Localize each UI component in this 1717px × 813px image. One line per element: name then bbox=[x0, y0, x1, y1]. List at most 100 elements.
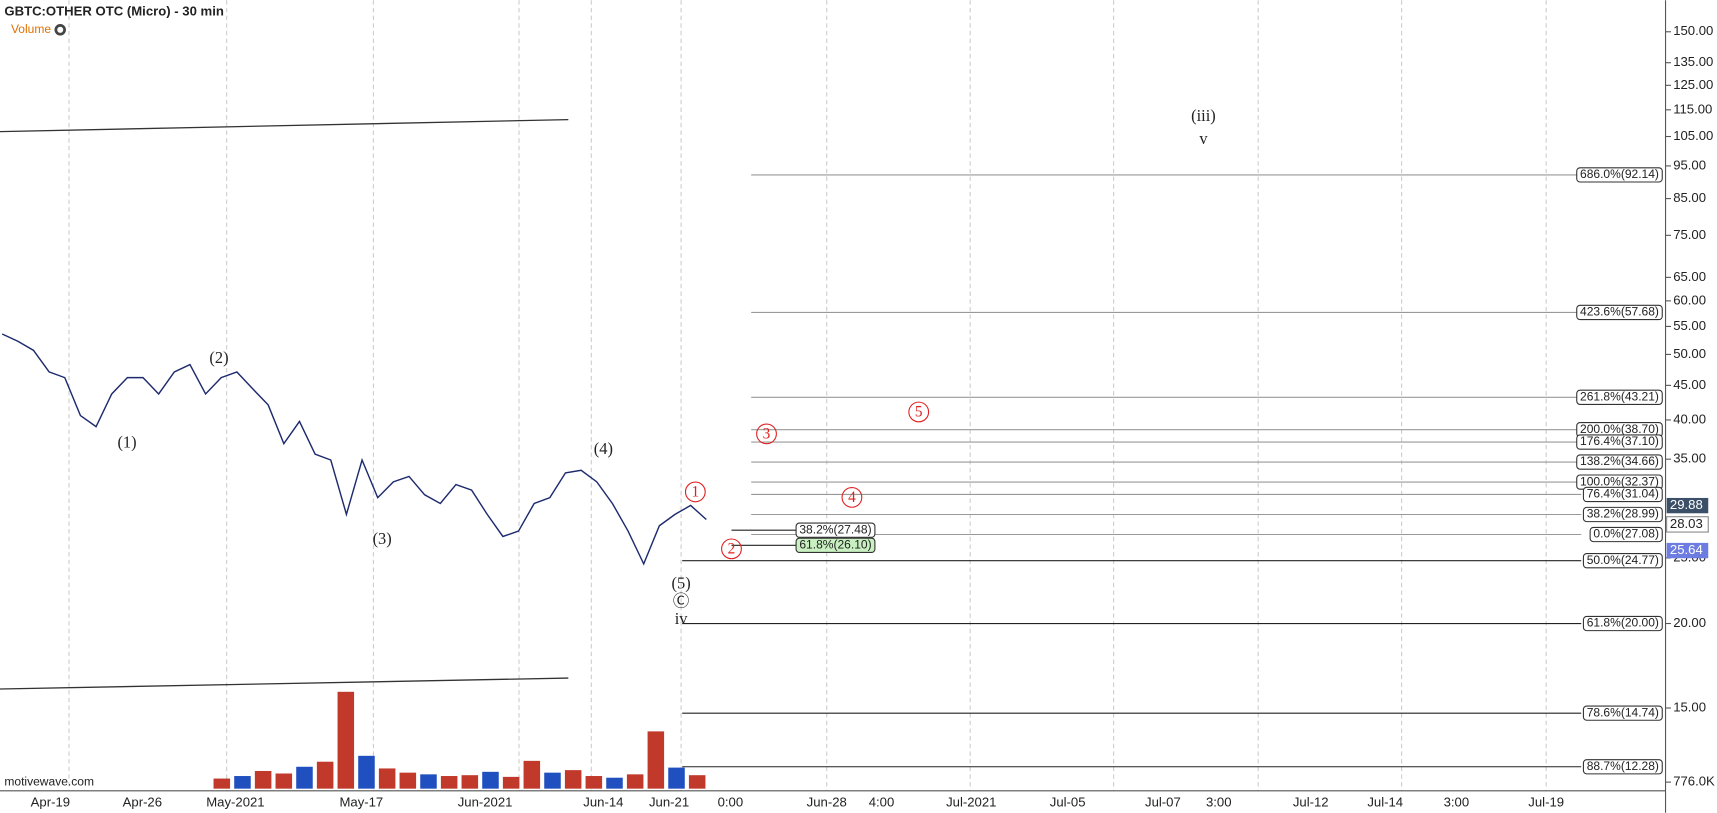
fib-label: 78.6%(14.74) bbox=[1587, 705, 1659, 719]
volume-bar bbox=[523, 760, 541, 789]
y-tick-label: 105.00 bbox=[1673, 128, 1713, 143]
price-tag bbox=[1666, 497, 1709, 514]
wave-label: 4 bbox=[848, 489, 856, 506]
wave-label: Ⓒ bbox=[673, 591, 689, 610]
x-tick-label: May-17 bbox=[339, 794, 383, 809]
wave-circle bbox=[841, 486, 863, 508]
fib-label: 423.6%(57.68) bbox=[1580, 305, 1659, 319]
fib-label: 76.4%(31.04) bbox=[1587, 487, 1659, 501]
fib-label-box bbox=[1576, 167, 1663, 183]
volume-bar bbox=[482, 771, 499, 789]
volume-bar bbox=[296, 766, 313, 789]
x-tick-label: Jul-2021 bbox=[946, 794, 996, 809]
volume-bar bbox=[606, 777, 623, 789]
watermark: motivewave.com bbox=[4, 774, 94, 788]
fib-label: 50.0%(24.77) bbox=[1587, 553, 1659, 567]
fib-label: 100.0%(32.37) bbox=[1580, 474, 1659, 488]
grid bbox=[68, 0, 1547, 791]
fib-label-box bbox=[1582, 615, 1663, 632]
fib-label: 38.2%(27.48) bbox=[799, 522, 871, 536]
settings-icon[interactable] bbox=[54, 24, 66, 36]
x-tick-label: Jul-12 bbox=[1293, 794, 1329, 809]
y-tick-label: 20.00 bbox=[1673, 615, 1706, 630]
fib-label: 61.8%(20.00) bbox=[1587, 616, 1659, 630]
wave-label: (4) bbox=[594, 439, 613, 458]
x-tick-label: Jun-21 bbox=[649, 794, 689, 809]
fib-label: 138.2%(34.66) bbox=[1580, 454, 1659, 468]
volume-label: Volume bbox=[11, 22, 51, 36]
price-tag bbox=[1666, 542, 1709, 559]
y-tick-label: 85.00 bbox=[1673, 190, 1706, 205]
y-tick-label: 150.00 bbox=[1673, 23, 1713, 38]
channel-line bbox=[0, 677, 569, 690]
volume-bar bbox=[626, 774, 644, 789]
x-tick-label: May-2021 bbox=[206, 794, 264, 809]
fib-label-box bbox=[1582, 553, 1663, 569]
volume-bar bbox=[337, 691, 355, 789]
fib-label-box bbox=[1582, 759, 1663, 775]
x-tick-label: Jul-05 bbox=[1050, 794, 1086, 809]
y-tick-label: 60.00 bbox=[1673, 292, 1706, 307]
wave-circle bbox=[756, 423, 777, 445]
wave-label: (1) bbox=[117, 432, 136, 451]
fib-label-box bbox=[1582, 506, 1663, 523]
wave-label: (5) bbox=[672, 574, 691, 593]
y-tick-label: 35.00 bbox=[1673, 451, 1706, 466]
x-tick-label: Apr-19 bbox=[31, 794, 70, 809]
wave-label: 3 bbox=[763, 425, 771, 442]
y-tick-label: 135.00 bbox=[1673, 54, 1713, 69]
fib-label: 200.0%(38.70) bbox=[1580, 422, 1659, 436]
wave-label: 2 bbox=[728, 540, 736, 557]
x-tick-label: Jun-2021 bbox=[458, 794, 513, 809]
fib-label: 0.0%(27.08) bbox=[1593, 527, 1659, 541]
price-tag-label: 29.88 bbox=[1670, 497, 1703, 512]
fib-label-box bbox=[1582, 705, 1663, 721]
volume-bar bbox=[668, 767, 685, 789]
fib-label-box bbox=[795, 537, 876, 554]
y-tick-label: 40.00 bbox=[1673, 411, 1706, 426]
fib-label-box bbox=[1576, 454, 1663, 470]
wave-label: 5 bbox=[915, 404, 923, 421]
x-tick-label: 0:00 bbox=[718, 794, 744, 809]
price-tag-label: 28.03 bbox=[1670, 516, 1703, 531]
fib-label-box bbox=[795, 522, 876, 538]
volume-bar bbox=[234, 776, 251, 789]
fib-label-box bbox=[1576, 304, 1663, 321]
wave-circle bbox=[684, 481, 706, 503]
fib-label-box bbox=[1582, 486, 1663, 503]
y-tick-label: 125.00 bbox=[1673, 77, 1713, 92]
wave-label: iv bbox=[675, 609, 689, 628]
fib-label-box bbox=[1576, 434, 1663, 450]
volume-bar bbox=[544, 772, 561, 789]
fib-label: 176.4%(37.10) bbox=[1580, 434, 1659, 448]
volume-bar bbox=[358, 755, 375, 789]
volume-bar bbox=[420, 774, 437, 789]
volume-tick-label: 776.0K bbox=[1673, 774, 1715, 789]
fib-label: 261.8%(43.21) bbox=[1580, 389, 1659, 403]
x-tick-label: Jul-19 bbox=[1528, 794, 1564, 809]
volume-bar bbox=[316, 761, 334, 789]
fib-label: 88.7%(12.28) bbox=[1587, 759, 1659, 773]
y-tick-label: 15.00 bbox=[1673, 699, 1706, 714]
y-tick-label: 45.00 bbox=[1673, 377, 1706, 392]
y-tick-label: 75.00 bbox=[1673, 227, 1706, 242]
fib-label: 61.8%(26.10) bbox=[799, 538, 871, 552]
wave-label: (iii) bbox=[1191, 106, 1216, 125]
x-tick-label: 3:00 bbox=[1444, 794, 1470, 809]
wave-circle bbox=[908, 401, 930, 423]
volume-bar bbox=[502, 776, 520, 789]
wave-label: (3) bbox=[373, 529, 392, 548]
x-tick-label: Jul-14 bbox=[1367, 794, 1403, 809]
volume-bar bbox=[440, 776, 458, 789]
y-tick-label: 50.00 bbox=[1673, 346, 1706, 361]
y-tick-label: 115.00 bbox=[1673, 101, 1712, 116]
fib-label: 686.0%(92.14) bbox=[1580, 167, 1659, 181]
volume-bar bbox=[564, 770, 582, 789]
x-tick-label: Jun-14 bbox=[583, 794, 623, 809]
volume-bar bbox=[213, 778, 231, 789]
volume-bar bbox=[461, 775, 479, 789]
volume-bar bbox=[399, 772, 417, 789]
volume-bar bbox=[688, 775, 706, 789]
